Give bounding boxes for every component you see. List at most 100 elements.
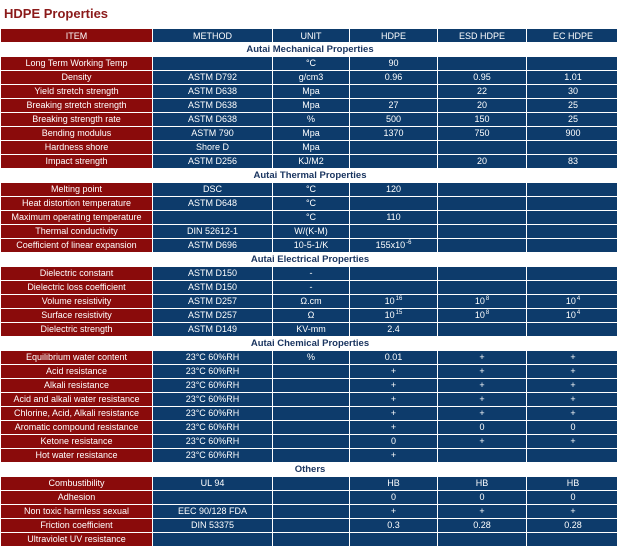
cell-item: Long Term Working Temp <box>1 57 152 71</box>
cell-unit <box>273 505 349 519</box>
section-title: Others <box>1 463 617 477</box>
cell-esd-hdpe <box>438 449 526 463</box>
table-row: Yield stretch strength ASTM D638 Mpa 22 30 <box>1 85 617 99</box>
cell-unit: Mpa <box>273 99 349 113</box>
cell-method: 23°C 60%RH <box>153 351 272 365</box>
cell-unit <box>273 477 349 491</box>
cell-method: ASTM D792 <box>153 71 272 85</box>
table-row: Surface resistivity ASTM D257 Ω 1015 108 104 <box>1 309 617 323</box>
cell-esd-hdpe <box>438 533 526 547</box>
cell-unit: - <box>273 281 349 295</box>
value-base: 155x10 <box>375 240 406 250</box>
cell-hdpe <box>350 141 437 155</box>
table-row: Friction coefficient DIN 53375 0.3 0.28 0.28 <box>1 519 617 533</box>
table-row: Aromatic compound resistance 23°C 60%RH +0… <box>1 421 617 435</box>
cell-hdpe: 0.3 <box>350 519 437 533</box>
section-row: Autai Thermal Properties <box>1 169 617 183</box>
cell-method: ASTM D256 <box>153 155 272 169</box>
cell-hdpe: 1015 <box>350 309 437 323</box>
table-body: Autai Mechanical Properties Long Term Wor… <box>1 43 617 547</box>
cell-hdpe: + <box>350 407 437 421</box>
cell-ec-hdpe: 83 <box>527 155 617 169</box>
section-title: Autai Electrical Properties <box>1 253 617 267</box>
cell-item: Acid and alkali water resistance <box>1 393 152 407</box>
cell-esd-hdpe: + <box>438 351 526 365</box>
cell-esd-hdpe <box>438 225 526 239</box>
cell-ec-hdpe: + <box>527 365 617 379</box>
cell-hdpe: + <box>350 505 437 519</box>
cell-unit: Mpa <box>273 141 349 155</box>
table-row: Coefficient of linear expansion ASTM D696… <box>1 239 617 253</box>
cell-hdpe: 0.96 <box>350 71 437 85</box>
cell-ec-hdpe: 104 <box>527 295 617 309</box>
cell-esd-hdpe <box>438 281 526 295</box>
cell-unit <box>273 365 349 379</box>
table-row: Non toxic harmless sexual EEC 90/128 FDA +… <box>1 505 617 519</box>
cell-ec-hdpe <box>527 281 617 295</box>
section-title: Autai Mechanical Properties <box>1 43 617 57</box>
cell-method: ASTM D696 <box>153 239 272 253</box>
table-row: Melting point DSC °C 120 <box>1 183 617 197</box>
table-row: Maximum operating temperature °C 110 <box>1 211 617 225</box>
column-header-ec-hdpe: EC HDPE <box>527 29 617 43</box>
cell-unit <box>273 435 349 449</box>
cell-esd-hdpe: HB <box>438 477 526 491</box>
cell-item: Volume resistivity <box>1 295 152 309</box>
cell-unit <box>273 379 349 393</box>
cell-esd-hdpe: 20 <box>438 99 526 113</box>
table-row: Volume resistivity ASTM D257 Ω.cm 1016 108 10… <box>1 295 617 309</box>
cell-unit: °C <box>273 211 349 225</box>
cell-hdpe: 500 <box>350 113 437 127</box>
cell-item: Dielectric constant <box>1 267 152 281</box>
cell-hdpe: 1016 <box>350 295 437 309</box>
cell-item: Melting point <box>1 183 152 197</box>
section-row: Autai Chemical Properties <box>1 337 617 351</box>
value-base: 10 <box>565 310 576 320</box>
cell-ec-hdpe <box>527 323 617 337</box>
cell-ec-hdpe <box>527 239 617 253</box>
cell-method: DIN 53375 <box>153 519 272 533</box>
cell-method: DIN 52612-1 <box>153 225 272 239</box>
cell-method: EEC 90/128 FDA <box>153 505 272 519</box>
cell-method: ASTM D150 <box>153 267 272 281</box>
cell-ec-hdpe: 30 <box>527 85 617 99</box>
value-exponent: 4 <box>576 296 581 302</box>
cell-ec-hdpe: + <box>527 407 617 421</box>
table-row: Ketone resistance 23°C 60%RH 0 + + <box>1 435 617 449</box>
cell-method: 23°C 60%RH <box>153 379 272 393</box>
cell-method: 23°C 60%RH <box>153 407 272 421</box>
cell-item: Bending modulus <box>1 127 152 141</box>
cell-item: Adhesion <box>1 491 152 505</box>
cell-item: Friction coefficient <box>1 519 152 533</box>
cell-unit: g/cm3 <box>273 71 349 85</box>
cell-ec-hdpe: 0 <box>527 421 617 435</box>
cell-esd-hdpe: + <box>438 379 526 393</box>
table-row: Breaking strength rate ASTM D638% 500 150 25 <box>1 113 617 127</box>
section-title: Autai Chemical Properties <box>1 337 617 351</box>
cell-unit: °C <box>273 57 349 71</box>
table-row: Chlorine, Acid, Alkali resistance 23°C 60… <box>1 407 617 421</box>
cell-ec-hdpe: 0.28 <box>527 519 617 533</box>
cell-unit: °C <box>273 197 349 211</box>
cell-method: ASTM D149 <box>153 323 272 337</box>
cell-hdpe: 90 <box>350 57 437 71</box>
cell-method: ASTM D638 <box>153 99 272 113</box>
cell-ec-hdpe: 900 <box>527 127 617 141</box>
cell-esd-hdpe: 0.28 <box>438 519 526 533</box>
cell-method <box>153 57 272 71</box>
cell-ec-hdpe: 104 <box>527 309 617 323</box>
value-base: 10 <box>474 296 485 306</box>
cell-item: Hardness shore <box>1 141 152 155</box>
cell-esd-hdpe <box>438 211 526 225</box>
cell-method: Shore D <box>153 141 272 155</box>
cell-hdpe: 0 <box>350 491 437 505</box>
cell-method <box>153 211 272 225</box>
cell-hdpe: + <box>350 393 437 407</box>
cell-esd-hdpe: + <box>438 393 526 407</box>
cell-ec-hdpe: 25 <box>527 113 617 127</box>
table-row: Long Term Working Temp °C 90 <box>1 57 617 71</box>
cell-item: Impact strength <box>1 155 152 169</box>
cell-esd-hdpe: + <box>438 365 526 379</box>
value-exponent: 15 <box>395 310 403 316</box>
table-row: Density ASTM D792 g/cm3 0.96 0.95 1.01 <box>1 71 617 85</box>
